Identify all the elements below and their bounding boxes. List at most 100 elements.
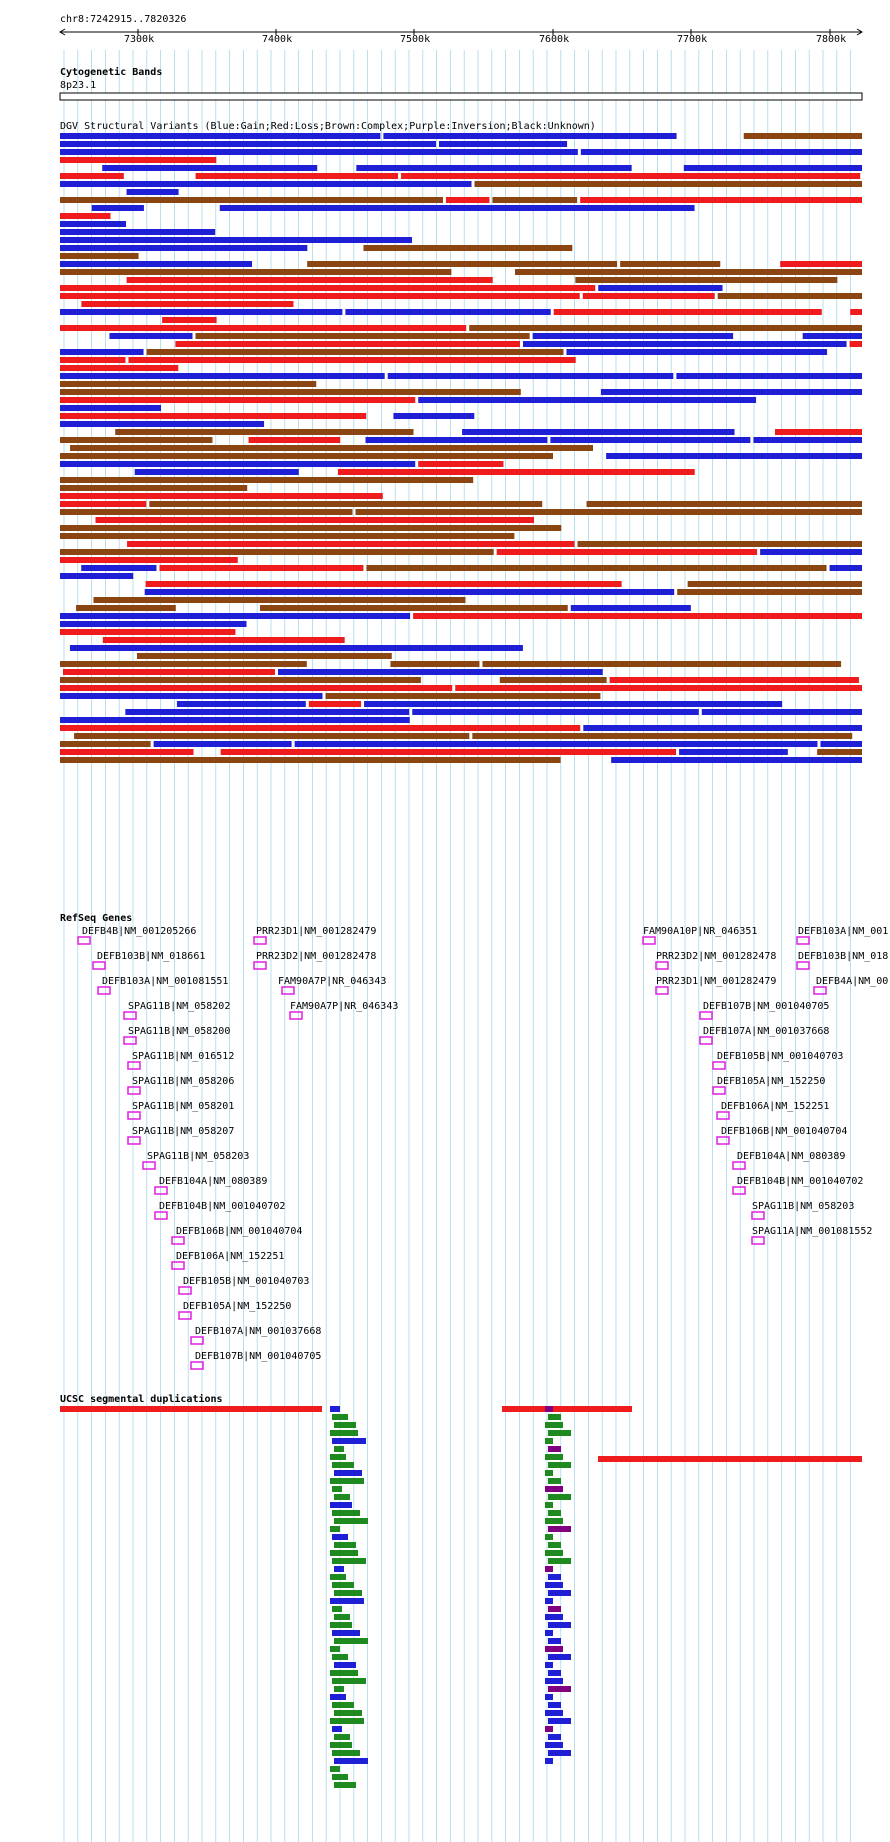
gene-label[interactable]: DEFB4B|NM_001205266 (82, 926, 197, 937)
variant-bar (149, 501, 543, 507)
segdup-bar (330, 1550, 358, 1556)
gene-label[interactable]: SPAG11B|NM_058206 (132, 1076, 235, 1087)
segdup-bar (548, 1478, 561, 1484)
gene-label[interactable]: DEFB104A|NM_080389 (737, 1151, 846, 1162)
gene-label[interactable]: PRR23D2|NM_001282478 (656, 951, 777, 962)
variant-bar (60, 525, 562, 531)
gene-label[interactable]: DEFB103B|NM_018 (798, 951, 889, 962)
variant-bar (102, 637, 345, 643)
gene-label[interactable]: DEFB106B|NM_001040704 (176, 1226, 303, 1237)
segdup-bar (334, 1446, 344, 1452)
segdup-bar (545, 1678, 563, 1684)
gene-label[interactable]: PRR23D1|NM_001282479 (656, 976, 777, 987)
variant-bar (60, 245, 308, 251)
gene-label[interactable]: SPAG11B|NM_016512 (132, 1051, 235, 1062)
gene-label[interactable]: PRR23D1|NM_001282479 (256, 926, 377, 937)
ruler-tick-label: 7700k (677, 34, 708, 45)
segdup-bar (332, 1486, 342, 1492)
gene-label[interactable]: SPAG11B|NM_058200 (128, 1026, 231, 1037)
gene-label[interactable]: DEFB107A|NM_001037668 (703, 1026, 830, 1037)
gene-label[interactable]: FAM90A7P|NR_046343 (290, 1001, 399, 1012)
segdup-bar (545, 1422, 563, 1428)
variant-bar (366, 565, 827, 571)
variant-bar (829, 565, 862, 571)
gene-label[interactable]: DEFB106B|NM_001040704 (721, 1126, 848, 1137)
gene-label[interactable]: DEFB106A|NM_152251 (721, 1101, 830, 1112)
variant-bar (577, 541, 862, 547)
variant-bar (580, 197, 862, 203)
gene-label[interactable]: SPAG11B|NM_058207 (132, 1126, 235, 1137)
gene-label[interactable]: DEFB105A|NM_152250 (183, 1301, 292, 1312)
variant-bar (60, 453, 553, 459)
refseq-track-title[interactable]: RefSeq Genes (60, 913, 133, 924)
dgv-track-title[interactable]: DGV Structural Variants (Blue:Gain;Red:L… (60, 121, 596, 132)
gene-label[interactable]: DEFB105A|NM_152250 (717, 1076, 826, 1087)
variant-bar (802, 333, 862, 339)
gene-label[interactable]: DEFB103B|NM_018661 (97, 951, 206, 962)
variant-bar (134, 469, 299, 475)
segdup-bar (332, 1462, 354, 1468)
gene-model (142, 1161, 156, 1170)
gene-model (289, 1011, 303, 1020)
gene-label[interactable]: FAM90A7P|NR_046343 (278, 976, 387, 987)
cytoband-track-title[interactable]: Cytogenetic Bands (60, 67, 163, 78)
variant-bar (278, 669, 603, 675)
gene-label[interactable]: DEFB104B|NM_001040702 (737, 1176, 864, 1187)
gene-label[interactable]: DEFB105B|NM_001040703 (183, 1276, 310, 1287)
segdup-track-title[interactable]: UCSC segmental duplications (60, 1394, 223, 1405)
gene-model (253, 961, 267, 970)
segdup-bar (545, 1646, 563, 1652)
segdup-bar (545, 1406, 553, 1412)
segdup-bar (548, 1654, 571, 1660)
gene-label[interactable]: DEFB107B|NM_001040705 (703, 1001, 830, 1012)
segdup-bar (332, 1750, 360, 1756)
variant-bar (70, 445, 594, 451)
segdup-bar (548, 1622, 571, 1628)
segdup-bar (545, 1630, 553, 1636)
gene-label[interactable]: SPAG11B|NM_058203 (752, 1201, 855, 1212)
variant-bar (492, 197, 578, 203)
segdup-bar (548, 1734, 561, 1740)
variant-bar (60, 677, 421, 683)
gene-model (77, 936, 91, 945)
gene-label[interactable]: DEFB4A|NM_00 (816, 976, 889, 987)
variant-bar (606, 453, 862, 459)
variant-bar (609, 677, 859, 683)
segdup-bar (330, 1646, 340, 1652)
gene-label[interactable]: DEFB107B|NM_001040705 (195, 1351, 322, 1362)
variant-bar (445, 197, 490, 203)
gene-label[interactable]: SPAG11B|NM_058203 (147, 1151, 250, 1162)
gene-label[interactable]: DEFB104B|NM_001040702 (159, 1201, 286, 1212)
gene-label[interactable]: SPAG11A|NM_001081552 (752, 1226, 873, 1237)
variant-bar (195, 173, 399, 179)
variant-bar (356, 165, 632, 171)
variant-bar (780, 261, 862, 267)
ruler-tick-label: 7400k (262, 34, 293, 45)
gene-label[interactable]: DEFB104A|NM_080389 (159, 1176, 268, 1187)
gene-label[interactable]: DEFB103A|NM_001081551 (102, 976, 229, 987)
gene-label[interactable]: DEFB107A|NM_001037668 (195, 1326, 322, 1337)
variant-bar (817, 749, 862, 755)
variant-bar (60, 373, 385, 379)
variant-bar (499, 677, 607, 683)
variant-bar (687, 581, 862, 587)
gene-label[interactable]: SPAG11B|NM_058201 (132, 1101, 235, 1112)
gene-label[interactable]: SPAG11B|NM_058202 (128, 1001, 231, 1012)
variant-bar (60, 725, 581, 731)
gene-model (154, 1186, 168, 1195)
variant-bar (60, 157, 217, 163)
gene-label[interactable]: PRR23D2|NM_001282478 (256, 951, 377, 962)
variant-bar (60, 621, 247, 627)
variant-bar (455, 685, 862, 691)
variant-bar (60, 213, 111, 219)
variant-bar (60, 685, 453, 691)
gene-label[interactable]: DEFB106A|NM_152251 (176, 1251, 285, 1262)
segdup-bar (330, 1454, 346, 1460)
segdup-bar (334, 1542, 356, 1548)
segdup-bar (332, 1774, 348, 1780)
segdup-bar (548, 1462, 571, 1468)
variant-bar (679, 749, 788, 755)
gene-label[interactable]: DEFB105B|NM_001040703 (717, 1051, 844, 1062)
gene-label[interactable]: DEFB103A|NM_001 (798, 926, 889, 937)
gene-label[interactable]: FAM90A10P|NR_046351 (643, 926, 758, 937)
